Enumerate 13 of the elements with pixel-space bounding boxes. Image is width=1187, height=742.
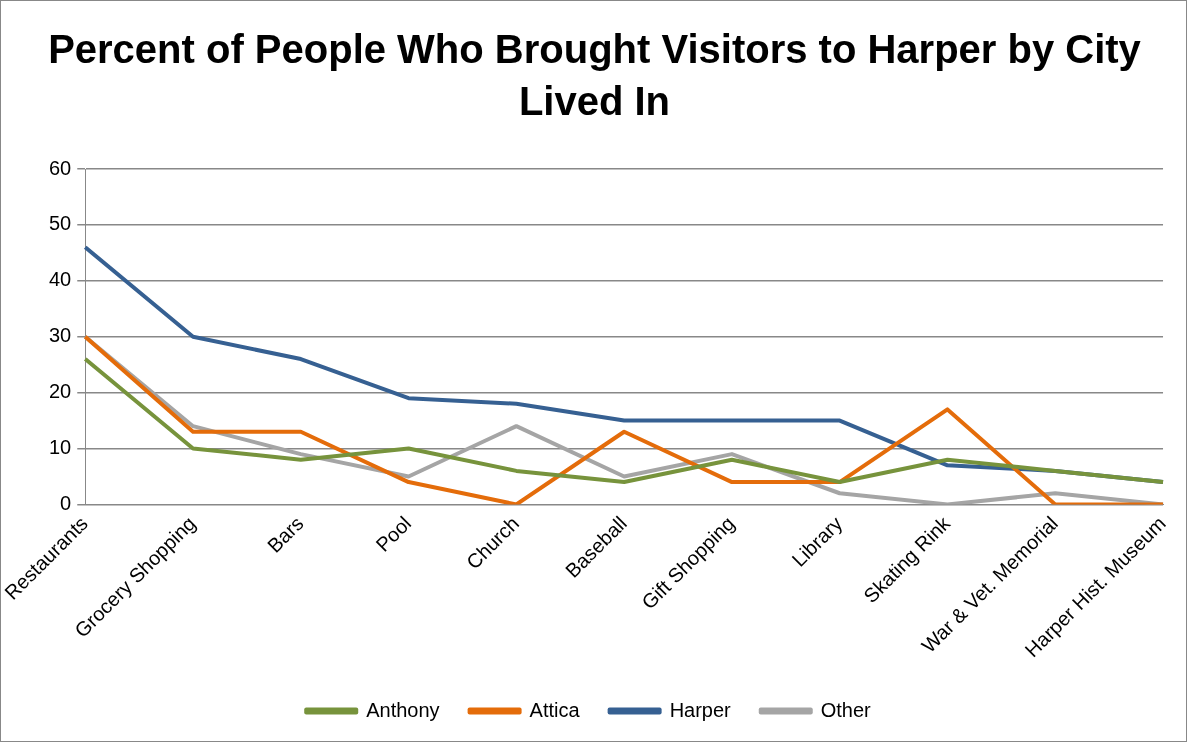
legend-label: Attica <box>529 698 581 721</box>
y-tick-label: 0 <box>60 491 72 514</box>
x-tick-label: Bars <box>262 512 308 557</box>
legend-label: Other <box>820 698 872 721</box>
y-tick-label: 60 <box>49 156 72 179</box>
legend-label: Harper <box>669 698 732 721</box>
y-tick-label: 10 <box>49 436 72 459</box>
legend-label: Anthony <box>366 698 440 721</box>
y-tick-label: 30 <box>49 324 72 347</box>
y-tick-label: 50 <box>49 212 72 235</box>
chart-title: Percent of People Who Brought Visitors to Harper by City Lived In <box>47 26 1142 125</box>
y-tick-label: 40 <box>49 268 72 291</box>
y-tick-label: 20 <box>49 380 72 403</box>
